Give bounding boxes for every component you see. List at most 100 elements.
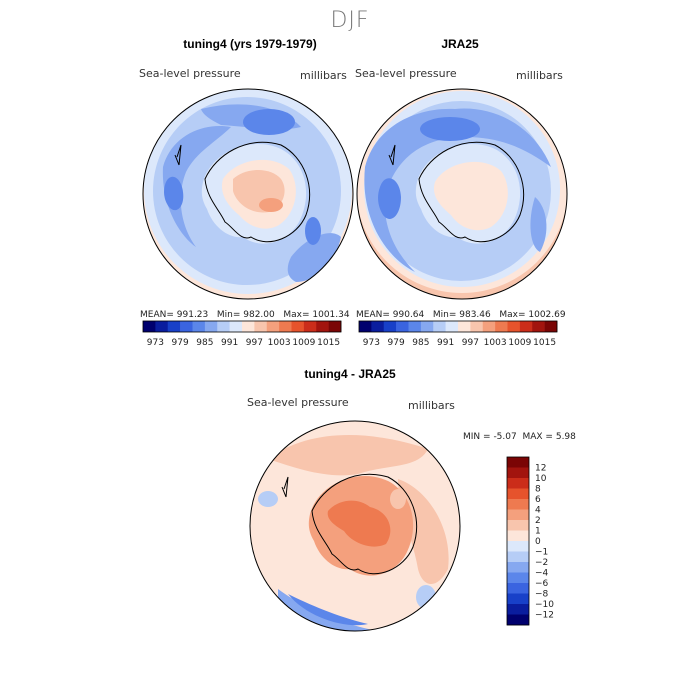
cbar1-tick-label: 1009 — [292, 338, 315, 348]
cbar3-swatch — [507, 478, 529, 489]
cbar3-tick-label: 2 — [535, 516, 541, 526]
cbar2-tick-label: 997 — [462, 338, 479, 348]
cbar2-swatch — [433, 321, 446, 332]
cbar2-swatch — [383, 321, 397, 332]
cbar1-tick-label: 985 — [196, 338, 213, 348]
panel1-variable-label: Sea-level pressure — [139, 67, 241, 80]
cbar3-tick-label: 10 — [535, 474, 547, 484]
panel1-stats: MEAN= 991.23 Min= 982.00 Max= 1001.34 — [140, 310, 350, 320]
colorbar-tuning4: 973 979 985 991 997 1003 1009 1015 — [142, 320, 342, 348]
panel1-max-value: 1001.34 — [312, 310, 350, 320]
panel1-mean-value: 991.23 — [176, 310, 209, 320]
cbar3-swatch — [507, 509, 529, 521]
cbar3-swatch — [507, 467, 529, 479]
map3-pos-east — [398, 479, 449, 584]
map1-low-southeast — [287, 233, 341, 282]
map3-antarctica-pos1 — [390, 489, 406, 509]
cbar1-tick-label: 991 — [221, 338, 238, 348]
cbar1-swatch — [242, 321, 255, 332]
panel3-stats: MIN = -5.07 MAX = 5.98 — [463, 432, 576, 442]
cbar3-swatch — [507, 488, 529, 500]
cbar3-tick-label: 6 — [535, 495, 541, 505]
map3-neg-south-core — [288, 594, 368, 626]
cbar2-swatch — [371, 321, 385, 332]
cbar3-swatch — [507, 562, 529, 573]
cbar3-swatch — [507, 572, 529, 584]
cbar2-swatch — [482, 321, 496, 332]
panel1-units-label: millibars — [300, 69, 347, 82]
map2-antarctica-coastline — [418, 141, 524, 243]
panel1-mean-label: MEAN= — [140, 310, 174, 320]
cbar3-swatch — [507, 583, 529, 594]
cbar3-swatch — [507, 604, 529, 615]
panel-title-jra25: JRA25 — [441, 37, 479, 51]
cbar2-tick-label: 985 — [412, 338, 429, 348]
panel2-min-value: 983.46 — [459, 310, 491, 320]
map1-border — [142, 88, 354, 300]
map3-antarctica-pos4 — [327, 500, 391, 547]
cbar3-tick-label: −2 — [535, 558, 548, 568]
cbar3-swatch — [507, 541, 529, 552]
map-tuning4 — [142, 88, 354, 300]
map1-low-west-core — [164, 176, 184, 211]
map1-south-america-tip — [174, 144, 182, 166]
cbar1-swatch — [229, 321, 243, 332]
cbar2-tick-label: 1003 — [484, 338, 507, 348]
cbar3-swatch — [507, 499, 529, 510]
map2-antarctica-997 — [433, 161, 508, 231]
cbar1-frame — [142, 320, 342, 333]
cbar2-swatch — [519, 321, 533, 332]
colorbar-jra25: 973 979 985 991 997 1003 1009 1015 — [358, 320, 558, 348]
panel2-stats: MEAN= 990.64 Min= 983.46 Max= 1002.69 — [356, 310, 566, 320]
cbar1-swatch — [266, 321, 280, 332]
panel2-mean-label: MEAN= — [356, 310, 390, 320]
cbar2-swatch — [532, 321, 545, 332]
cbar2-swatch — [458, 321, 471, 332]
cbar3-tick-label: 4 — [535, 506, 541, 516]
panel2-variable-label: Sea-level pressure — [355, 67, 457, 80]
cbar2-swatch — [507, 321, 521, 332]
cbar2-tick-label: 1015 — [533, 338, 556, 348]
cbar1-swatch — [180, 321, 193, 332]
panel3-min-label: MIN = — [463, 432, 491, 442]
map2-low-east — [530, 197, 547, 252]
map1-antarctica-coastline — [204, 141, 310, 243]
cbar3-swatch — [507, 593, 529, 605]
cbar3-swatch — [507, 520, 529, 531]
panel2-max-label: Max= — [499, 310, 526, 320]
panel-title-difference: tuning4 - JRA25 — [304, 367, 396, 381]
map2-low-belt — [364, 108, 551, 272]
map-difference — [249, 420, 461, 632]
map3-antarctica-coastline — [311, 473, 417, 575]
panel1-min-label: Min= — [216, 310, 241, 320]
cbar3-swatch — [507, 530, 529, 542]
cbar1-tick-label: 1015 — [317, 338, 340, 348]
cbar1-swatch — [167, 321, 181, 332]
map1-low-east-core — [305, 217, 321, 245]
panel3-max-value: 5.98 — [555, 432, 576, 442]
cbar3-tick-label: 0 — [535, 537, 541, 547]
panel3-units-label: millibars — [408, 399, 455, 412]
cbar1-tick-label: 997 — [246, 338, 263, 348]
cbar2-frame — [358, 320, 558, 333]
panel2-min-label: Min= — [432, 310, 457, 320]
cbar3-swatch — [507, 457, 529, 468]
cbar3-swatch — [507, 551, 529, 563]
panel3-min-value: -5.07 — [493, 432, 517, 442]
panel-title-tuning4: tuning4 (yrs 1979-1979) — [183, 37, 317, 51]
cbar1-swatch — [303, 321, 317, 332]
panel2-units-label: millibars — [516, 69, 563, 82]
cbar1-tick-label: 1003 — [268, 338, 291, 348]
cbar3-tick-label: −10 — [535, 600, 554, 610]
cbar1-tick-label: 979 — [172, 338, 189, 348]
cbar3-tick-label: −4 — [535, 569, 549, 579]
cbar1-swatch — [155, 321, 169, 332]
map1-low-north-core — [243, 109, 295, 135]
cbar2-tick-label: 1009 — [508, 338, 531, 348]
cbar1-swatch — [316, 321, 329, 332]
cbar3-swatch — [507, 614, 529, 626]
cbar2-swatch — [396, 321, 409, 332]
cbar1-swatch — [291, 321, 305, 332]
panel2-mean-value: 990.64 — [392, 310, 425, 320]
